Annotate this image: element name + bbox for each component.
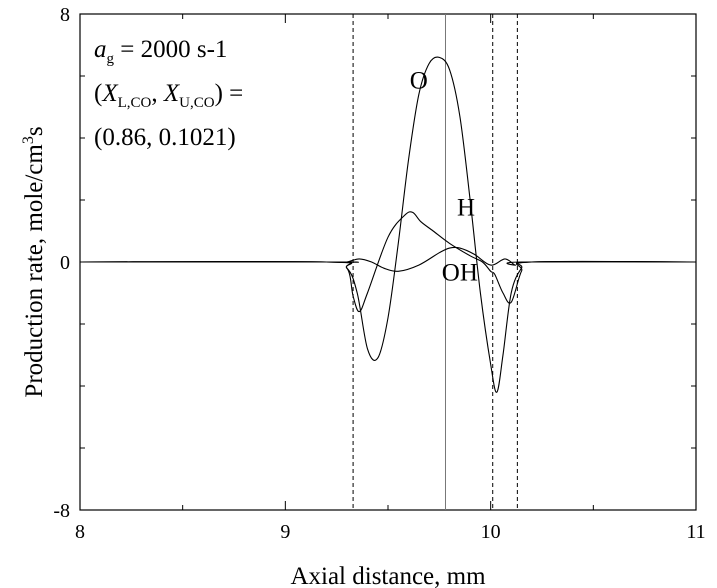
x-tick-label: 11 [686,521,705,543]
y-axis-title-main: Production rate, mole/cm [21,144,48,398]
x-tick-label: 9 [280,521,290,543]
annotation-line2: (XL,CO, XU,CO) = [94,80,243,111]
series-line-oh [80,246,697,272]
annotation-line1: ag = 2000 s-1 [94,36,227,67]
y-tick-label: 8 [60,4,70,26]
anno-ag-sub: g [107,51,115,67]
series-label-oh: OH [442,260,478,287]
y-axis-title-end: s [21,126,48,136]
anno-xl-sub: L,CO [118,95,152,111]
anno-xu-sub: U,CO [179,95,215,111]
anno-close: ) = [215,80,244,107]
series-line-h [79,211,697,313]
series-line-o [79,56,697,393]
x-axis-title: Axial distance, mm [290,563,486,588]
anno-sep: , [151,80,164,107]
anno-open: ( [94,80,102,107]
axis-ticks [79,13,697,511]
y-tick-label: -8 [53,500,70,522]
series-layer [79,56,697,393]
anno-xl: X [101,80,119,107]
tick-labels: 8 9 10 11 8 0 -8 [53,4,705,543]
x-tick-label: 10 [481,521,501,543]
anno-ag: a [94,36,107,63]
annotation-line3: (0.86, 0.1021) [94,124,236,151]
series-label-h: H [457,195,475,222]
anno-ag-rest: = 2000 s-1 [114,36,227,63]
x-tick-label: 8 [75,521,85,543]
y-axis-title: Production rate, mole/cm3s [20,126,48,397]
series-label-o: O [410,67,428,94]
reference-lines [352,14,518,510]
y-axis-title-sup: 3 [20,136,37,144]
y-tick-label: 0 [60,252,70,274]
anno-xu: X [163,80,181,107]
